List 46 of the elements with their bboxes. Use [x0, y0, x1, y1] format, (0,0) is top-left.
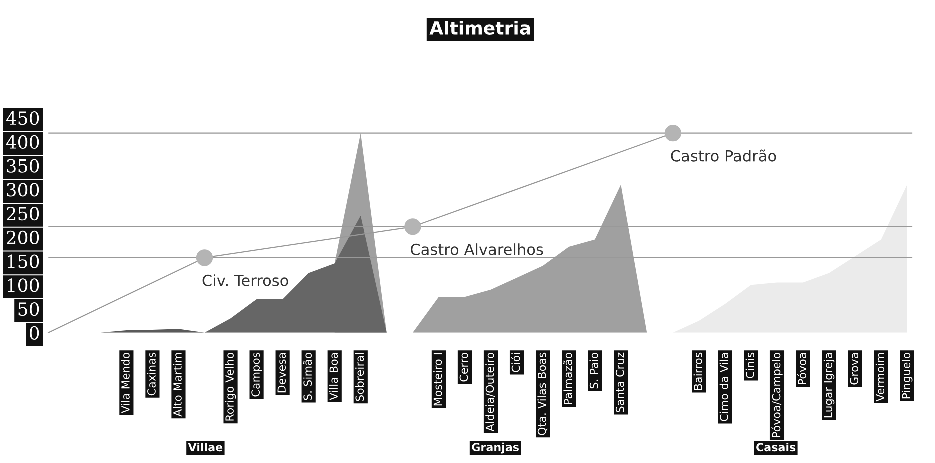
point [196, 250, 214, 266]
x-tick-label: Devesa [278, 353, 286, 393]
x-tick-label: Cerro [460, 352, 468, 382]
data-label: Civ. Terroso [202, 274, 288, 286]
x-tick-label: Grova [850, 353, 859, 385]
x-tick-label: Alto Martim [173, 353, 182, 417]
x-tick-label: Rorigo Velho [225, 352, 236, 421]
y-tick-label: 300 [7, 183, 40, 197]
text: Granjas [472, 442, 519, 454]
x-tick-label: Pinguelo [902, 352, 913, 399]
y-tick-label: 200 [7, 230, 40, 245]
x-tick-label: Qta. Vilas Boas [538, 352, 548, 436]
x-tick-label: Campos [252, 352, 262, 397]
x-tick-label: Santa Cruz [616, 352, 624, 412]
y-tick-label: 250 [7, 207, 40, 221]
text: Villae [188, 442, 223, 452]
x-tick-label: S. Simão [303, 352, 312, 400]
data-label: Castro Alvarelhos [411, 244, 544, 256]
x-tick-label: Vila Mendo [121, 352, 130, 414]
data-label: Castro Padrão [671, 150, 776, 162]
x-tick-label: Ciói [511, 353, 520, 372]
x-tick-label: Mosteiro I [434, 353, 442, 406]
y-tick-label: 450 [6, 112, 40, 126]
x-tick-label: Póvoa/Campelo [772, 352, 783, 438]
x-tick-label: Palmazão [564, 352, 572, 404]
x-tick-label: Aldeia/Outeiro [486, 352, 496, 432]
x-tick-label: Caxinas [147, 352, 156, 396]
text: Casais [756, 442, 796, 452]
point [404, 218, 422, 236]
y-tick-label: 350 [7, 159, 40, 173]
x-tick-label: Póvoa [797, 353, 806, 385]
chart-title: Altimetria [430, 21, 530, 35]
y-tick-label: 400 [6, 135, 40, 150]
x-tick-label: Bairros [694, 352, 702, 390]
point [664, 125, 682, 142]
x-tick-label: Cimo da Vila [720, 353, 728, 422]
x-tick-label: Cinis [746, 352, 754, 378]
y-tick-label: 0 [30, 326, 40, 340]
x-tick-label: S. Paio [590, 352, 598, 389]
x-tick-label: Lugar Igreja [824, 353, 835, 418]
y-tick-label: 100 [8, 278, 40, 292]
x-tick-label: Vermoim [876, 353, 885, 402]
x-tick-label: Villa Boa [329, 353, 338, 400]
y-tick-label: 50 [18, 302, 40, 316]
y-tick-label: 150 [8, 254, 40, 268]
x-tick-label: Sobreiral [356, 353, 364, 402]
